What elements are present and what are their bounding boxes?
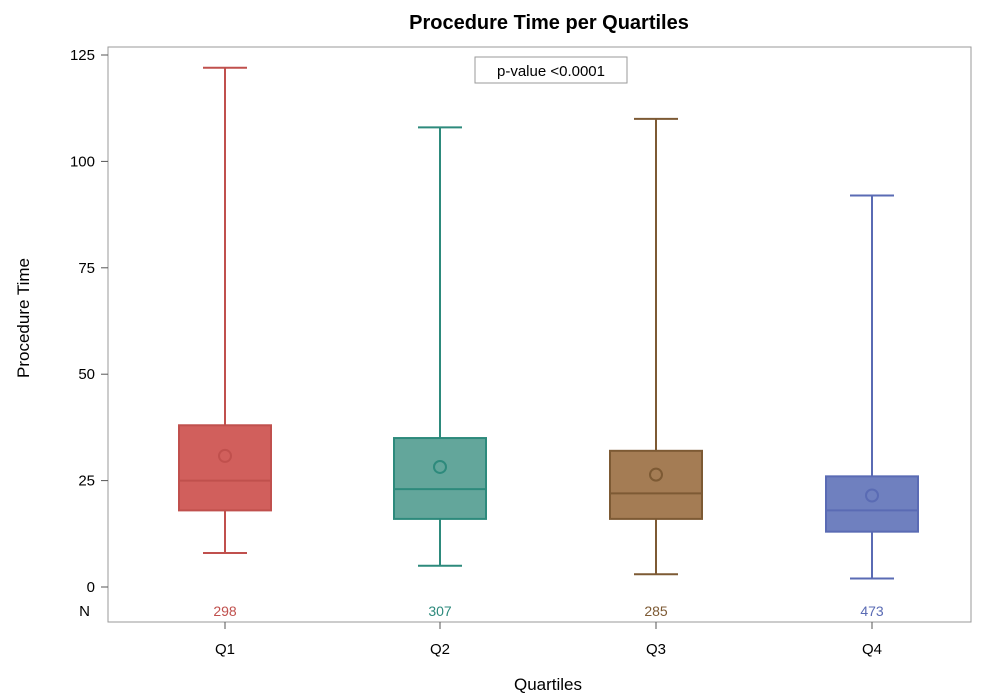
y-tick-label: 125 — [70, 47, 95, 64]
iqr-box — [609, 449, 703, 520]
y-axis-label: Procedure Time — [14, 258, 33, 378]
x-axis-label: Quartiles — [514, 675, 582, 694]
n-count-label: 307 — [428, 603, 452, 619]
y-tick-label: 25 — [78, 473, 95, 490]
y-tick-label: 75 — [78, 260, 95, 277]
p-value-annotation: p-value <0.0001 — [474, 56, 628, 84]
n-count-label: 298 — [213, 603, 237, 619]
x-tick-label: Q2 — [430, 641, 450, 658]
x-tick-label: Q4 — [862, 641, 882, 658]
n-row-label: N — [79, 603, 90, 620]
box-series: 298 307 285 473 — [178, 66, 919, 619]
box-q2: 307 — [393, 126, 487, 619]
y-tick-label: 100 — [70, 153, 95, 170]
chart-title: Procedure Time per Quartiles — [409, 12, 689, 34]
mean-marker — [218, 448, 232, 463]
box-q4: 473 — [825, 194, 919, 619]
y-axis: 0 25 50 75 100 125 — [70, 47, 108, 596]
p-value-text: p-value <0.0001 — [497, 63, 605, 80]
iqr-box — [825, 475, 919, 533]
y-tick-label: 0 — [87, 579, 95, 596]
iqr-box — [178, 424, 272, 512]
x-tick-label: Q3 — [646, 641, 666, 658]
n-count-label: 285 — [644, 603, 668, 619]
mean-marker — [433, 459, 447, 474]
iqr-box — [393, 437, 487, 520]
x-axis: Q1 Q2 Q3 Q4 — [215, 622, 882, 658]
n-count-label: 473 — [860, 603, 884, 619]
x-tick-label: Q1 — [215, 641, 235, 658]
mean-marker — [649, 467, 663, 482]
p-value-box — [474, 56, 628, 84]
box-q1: 298 — [178, 66, 272, 619]
box-q3: 285 — [609, 117, 703, 619]
plot-frame — [107, 46, 972, 623]
y-tick-label: 50 — [78, 366, 95, 383]
mean-marker — [865, 488, 879, 503]
